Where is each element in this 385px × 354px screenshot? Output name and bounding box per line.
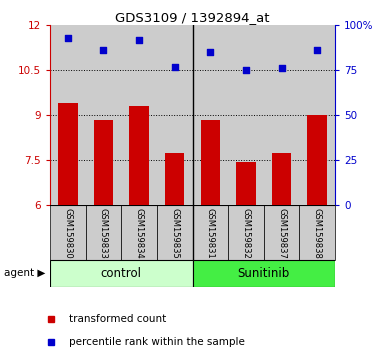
- Bar: [50, 25, 85, 205]
- Title: GDS3109 / 1392894_at: GDS3109 / 1392894_at: [115, 11, 270, 24]
- Text: percentile rank within the sample: percentile rank within the sample: [69, 337, 245, 348]
- Bar: [157, 205, 192, 260]
- Text: GSM159835: GSM159835: [170, 208, 179, 259]
- Bar: [201, 120, 220, 205]
- Bar: [300, 205, 335, 260]
- Text: control: control: [101, 267, 142, 280]
- Bar: [192, 25, 228, 205]
- Text: GSM159837: GSM159837: [277, 208, 286, 259]
- Bar: [121, 205, 157, 260]
- Point: [314, 47, 320, 53]
- Bar: [228, 205, 264, 260]
- Text: agent ▶: agent ▶: [4, 268, 45, 279]
- Bar: [236, 162, 256, 205]
- Point: [243, 67, 249, 73]
- Point: [278, 65, 285, 71]
- Text: transformed count: transformed count: [69, 314, 167, 325]
- Bar: [228, 25, 264, 205]
- Bar: [307, 115, 327, 205]
- Bar: [58, 103, 78, 205]
- Point: [136, 37, 142, 43]
- Text: GSM159832: GSM159832: [241, 208, 250, 259]
- Text: GSM159831: GSM159831: [206, 208, 215, 259]
- Bar: [50, 205, 85, 260]
- Text: GSM159833: GSM159833: [99, 208, 108, 259]
- Text: GSM159838: GSM159838: [313, 208, 321, 259]
- Bar: [50, 260, 192, 287]
- Point: [207, 49, 213, 55]
- Bar: [85, 25, 121, 205]
- Bar: [94, 120, 113, 205]
- Bar: [272, 153, 291, 205]
- Bar: [157, 25, 192, 205]
- Text: GSM159830: GSM159830: [64, 208, 72, 259]
- Bar: [300, 25, 335, 205]
- Bar: [129, 106, 149, 205]
- Point: [65, 35, 71, 41]
- Bar: [165, 153, 184, 205]
- Bar: [264, 205, 300, 260]
- Bar: [192, 260, 335, 287]
- Bar: [121, 25, 157, 205]
- Bar: [85, 205, 121, 260]
- Text: Sunitinib: Sunitinib: [238, 267, 290, 280]
- Text: GSM159834: GSM159834: [135, 208, 144, 259]
- Point: [100, 47, 107, 53]
- Point: [172, 64, 178, 70]
- Bar: [192, 205, 228, 260]
- Bar: [264, 25, 300, 205]
